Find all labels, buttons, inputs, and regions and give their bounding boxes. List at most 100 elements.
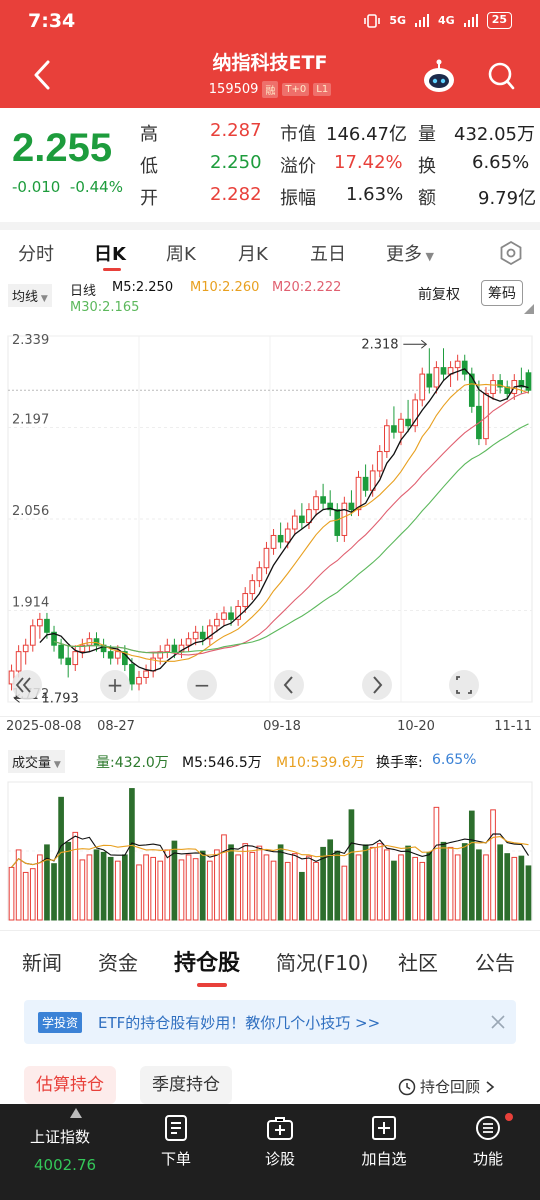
ma10-value: M10:2.260: [190, 280, 260, 295]
back-arrow-icon[interactable]: [30, 58, 54, 92]
volume-bar: [235, 854, 241, 921]
adjust-button[interactable]: 前复权: [418, 287, 460, 303]
quote-panel: 2.255 -0.010 -0.44% 高 2.287 低 2.250 开 2.…: [0, 108, 540, 314]
volume-bar: [476, 849, 482, 921]
candle: [525, 369, 532, 394]
holdings-review-link[interactable]: 持仓回顾: [398, 1076, 496, 1097]
candle: [362, 464, 369, 497]
content-tabs: 新闻 资金 持仓股 简况(F10) 社区 公告: [0, 930, 540, 990]
volume-bar: [362, 844, 369, 921]
candle: [327, 490, 334, 517]
add-watchlist-button[interactable]: 加自选: [334, 1104, 434, 1200]
amount-value: 9.79亿: [478, 188, 537, 209]
volume-bar: [37, 854, 43, 921]
zoom-out-control[interactable]: −: [187, 670, 217, 700]
open-value: 2.282: [210, 184, 262, 205]
volume-bar: [199, 850, 206, 921]
candlestick-chart[interactable]: 2.3392.1972.0561.9141.7722.3181.7932025-…: [0, 322, 540, 742]
volume-chart[interactable]: [0, 776, 540, 924]
index-ticker[interactable]: 上证指数 4002.76: [12, 1104, 112, 1200]
candle: [320, 483, 326, 510]
volume-ma-line-m5: [11, 833, 529, 868]
signal-5g: 5G: [389, 14, 406, 27]
fund-subtitle: 159509 融 T+0 L1: [0, 81, 540, 98]
chip-distribution-button[interactable]: 筹码: [481, 280, 523, 306]
volume-bar: [44, 844, 50, 921]
candle: [483, 386, 489, 446]
ma5-value: M5:2.250: [112, 280, 174, 295]
volume-bar: [79, 859, 86, 921]
volume-bar: [483, 854, 489, 921]
indicator-select-label: 均线: [12, 290, 39, 305]
tab-five-day[interactable]: 五日: [310, 244, 346, 265]
amplitude-value: 1.63%: [346, 184, 404, 205]
indicator-select[interactable]: 均线 ▼: [8, 284, 52, 307]
tab-daily-k[interactable]: 日K: [94, 244, 126, 265]
volume-bar: [284, 861, 291, 921]
candle: [100, 638, 107, 659]
signal-4g: 4G: [438, 14, 455, 27]
ma20-value: M20:2.222: [272, 280, 342, 295]
tab-funds[interactable]: 资金: [98, 951, 138, 975]
y-tick-label: 2.197: [12, 413, 49, 428]
pan-left-control[interactable]: [274, 670, 304, 700]
tab-community[interactable]: 社区: [398, 951, 438, 975]
robot-assistant-icon[interactable]: [420, 58, 458, 96]
volume-bar: [398, 854, 404, 921]
diagnose-label: 诊股: [264, 1150, 295, 1168]
tab-news[interactable]: 新闻: [22, 951, 62, 975]
tab-weekly-k[interactable]: 周K: [166, 244, 196, 265]
volume-bar: [157, 860, 164, 921]
volume-bar: [426, 851, 433, 921]
candle: [199, 625, 206, 646]
turnover-label: 换: [418, 156, 436, 177]
high-value: 2.287: [210, 120, 262, 141]
candle: [299, 503, 305, 530]
banner-text[interactable]: ETF的持仓股有妙用！教你几个小技巧 >>: [98, 1014, 381, 1032]
tab-more[interactable]: 更多 ▼: [386, 240, 434, 266]
candle: [518, 367, 525, 394]
expand-corner-icon[interactable]: [524, 304, 534, 314]
volume-value: 432.05万: [454, 124, 535, 145]
tab-profile[interactable]: 简况(F10): [276, 951, 369, 975]
tag-margin: 融: [262, 81, 279, 98]
signal-bars-icon: [415, 13, 429, 27]
diagnose-button[interactable]: 诊股: [230, 1104, 330, 1200]
open-label: 开: [140, 188, 158, 209]
header: 7:34 5G 4G 25 纳指科技ETF 159509 融 T+0 L1: [0, 0, 540, 108]
volume-indicator-select[interactable]: 成交量 ▼: [8, 750, 65, 773]
candle: [8, 664, 15, 691]
functions-button[interactable]: 功能: [438, 1104, 538, 1200]
candle: [206, 619, 213, 646]
order-label: 下单: [160, 1150, 191, 1168]
close-icon[interactable]: [490, 1014, 506, 1030]
tab-monthly-k[interactable]: 月K: [238, 244, 268, 265]
volume-bar: [511, 856, 518, 921]
volume-bar: [348, 809, 355, 921]
settings-hexagon-icon[interactable]: [498, 240, 524, 266]
tab-quarterly-holdings[interactable]: 季度持仓: [140, 1066, 232, 1104]
zoom-in-control[interactable]: +: [100, 670, 130, 700]
volume-bar: [440, 841, 447, 921]
search-icon[interactable]: [486, 60, 516, 92]
tab-estimated-holdings[interactable]: 估算持仓: [24, 1066, 116, 1104]
x-tick-label: 10-20: [397, 719, 435, 734]
bottom-toolbar: 上证指数 4002.76 下单 诊股 加自选 功能: [0, 1104, 540, 1200]
tab-announcements[interactable]: 公告: [475, 951, 515, 975]
banner-tag: 学投资: [38, 1012, 83, 1033]
candle: [136, 671, 142, 691]
caret-down-icon: ▼: [422, 250, 434, 263]
scroll-left-control[interactable]: [12, 670, 42, 700]
candle: [504, 380, 511, 400]
tab-more-label: 更多: [386, 244, 422, 265]
candle: [263, 541, 270, 575]
tips-banner[interactable]: 学投资 ETF的持仓股有妙用！教你几个小技巧 >>: [24, 1000, 516, 1044]
tab-timeshare[interactable]: 分时: [18, 244, 54, 265]
tab-holdings[interactable]: 持仓股: [174, 951, 241, 976]
pan-right-control[interactable]: [362, 670, 392, 700]
order-button[interactable]: 下单: [126, 1104, 226, 1200]
turnover-rate-value: 6.65%: [432, 752, 477, 768]
ma30-value: M30:2.165: [70, 300, 140, 315]
volume-bar: [263, 854, 270, 921]
fullscreen-control[interactable]: [449, 670, 479, 700]
